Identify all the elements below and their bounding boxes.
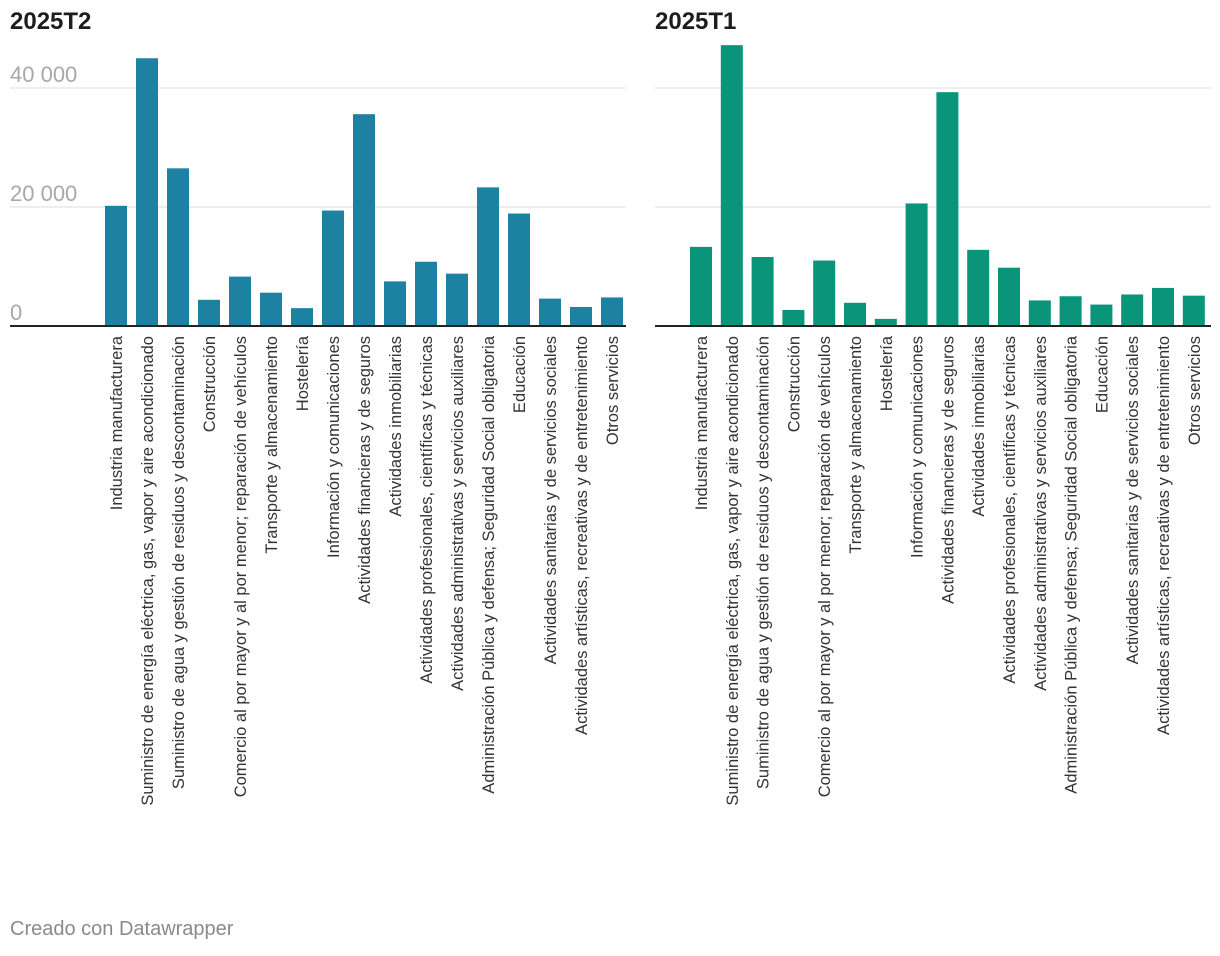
bar-right (1090, 304, 1113, 326)
bar-right (1152, 287, 1174, 326)
x-tick-label: Hostelería (294, 335, 312, 411)
x-tick-label: Actividades inmobiliarias (970, 336, 988, 517)
x-tick-label: Actividades artísticas, recreativas y de… (573, 336, 591, 735)
x-tick-label: Otros servicios (604, 336, 622, 445)
bar-left (167, 168, 189, 326)
bar-right (1121, 294, 1144, 326)
x-tick-label: Construcción (201, 336, 219, 432)
bar-left (136, 58, 158, 326)
x-tick-label: Actividades profesionales, científicas y… (418, 336, 436, 684)
bar-left (353, 114, 375, 327)
x-tick-label: Otros servicios (1186, 336, 1204, 445)
x-tick-label: Información y comunicaciones (325, 336, 343, 558)
chart-title-right: 2025T1 (655, 8, 737, 35)
x-tick-label: Administración Pública y defensa; Seguri… (1063, 335, 1081, 794)
x-tick-label: Actividades financieras y de seguros (939, 336, 957, 604)
bar-right (998, 267, 1020, 326)
bar-left (570, 306, 592, 326)
bar-right (967, 249, 990, 326)
x-tick-label: Actividades sanitarias y de servicios so… (542, 336, 560, 664)
bar-left (477, 187, 499, 326)
x-tick-label: Actividades sanitarias y de servicios so… (1124, 336, 1142, 664)
x-tick-label: Suministro de agua y gestión de residuos… (755, 336, 773, 789)
bar-right (874, 318, 897, 326)
bar-right (782, 309, 805, 326)
bar-left (322, 210, 344, 326)
footer-credit: Creado con Datawrapper (10, 918, 234, 940)
x-tick-label: Hostelería (878, 335, 896, 411)
x-tick-label: Actividades inmobiliarias (387, 336, 405, 517)
x-tick-label: Actividades administrativas y servicios … (449, 336, 467, 691)
x-tick-label: Comercio al por mayor y al por menor; re… (232, 336, 250, 797)
bar-right (1028, 300, 1051, 326)
bar-right (1182, 295, 1205, 326)
x-tick-label: Transporte y almacenamiento (263, 336, 281, 554)
x-tick-label: Actividades profesionales, científicas y… (1001, 336, 1019, 684)
bar-right (813, 260, 836, 326)
bar-left (415, 261, 437, 326)
x-tick-label: Suministro de energía eléctrica, gas, va… (724, 336, 742, 806)
x-tick-label: Suministro de agua y gestión de residuos… (170, 336, 188, 789)
bar-left (384, 281, 406, 326)
x-tick-label: Transporte y almacenamiento (847, 336, 865, 554)
bar-left (601, 297, 623, 326)
bar-left (198, 299, 220, 326)
bar-left (260, 292, 282, 326)
bar-left (229, 276, 251, 326)
bar-left (508, 213, 530, 326)
bar-right (844, 302, 866, 326)
y-tick-label: 0 (10, 300, 22, 325)
bar-right (936, 92, 959, 326)
x-tick-label: Actividades artísticas, recreativas y de… (1155, 336, 1173, 735)
x-tick-label: Industria manufacturera (108, 335, 126, 510)
x-tick-label: Suministro de energía eléctrica, gas, va… (139, 336, 157, 806)
bar-left (105, 205, 127, 326)
y-tick-label: 20 000 (10, 181, 77, 206)
x-tick-label: Industria manufacturera (693, 335, 711, 510)
x-tick-label: Comercio al por mayor y al por menor; re… (816, 336, 834, 797)
bar-right (905, 203, 928, 326)
y-tick-label: 40 000 (10, 62, 77, 87)
x-tick-label: Información y comunicaciones (909, 336, 927, 558)
chart-left: 0 20 000 40 000 Industria manufacturera Sumi… (10, 58, 626, 806)
bar-left (291, 308, 313, 326)
chart-title-left: 2025T2 (10, 8, 92, 35)
bar-right (1059, 296, 1082, 326)
x-tick-label: Educación (511, 336, 529, 413)
bar-right (720, 45, 743, 326)
x-tick-label: Actividades administrativas y servicios … (1032, 336, 1050, 691)
bar-left (446, 273, 468, 326)
bar-right (690, 246, 712, 326)
x-tick-label: Educación (1093, 336, 1111, 413)
bar-right (751, 256, 774, 326)
x-tick-label: Administración Pública y defensa; Seguri… (480, 335, 498, 794)
bar-left (539, 298, 561, 326)
x-tick-label: Actividades financieras y de seguros (356, 336, 374, 604)
x-tick-label: Construcción (785, 336, 803, 432)
chart-right: Industria manufacturera Suministro de ene… (655, 45, 1211, 806)
